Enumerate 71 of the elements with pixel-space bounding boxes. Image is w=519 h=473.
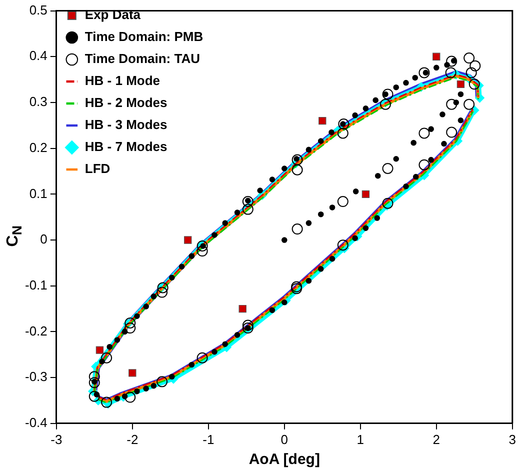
x-tick-label: -1 bbox=[202, 432, 214, 447]
point bbox=[445, 67, 456, 78]
point bbox=[466, 67, 477, 78]
point bbox=[124, 392, 136, 403]
point bbox=[292, 164, 303, 176]
x-tick-label: 2 bbox=[432, 432, 440, 447]
point bbox=[338, 118, 350, 130]
point bbox=[96, 346, 104, 354]
y-tick-label: 0 bbox=[40, 232, 48, 247]
point bbox=[418, 128, 430, 139]
legend-label: HB - 2 Modes bbox=[84, 95, 168, 110]
point bbox=[382, 198, 394, 209]
y-tick-label: 0.4 bbox=[29, 48, 48, 64]
y-tick-label: 0.5 bbox=[29, 2, 48, 18]
y-tick-label: 0.3 bbox=[29, 94, 48, 110]
point bbox=[446, 126, 458, 138]
point bbox=[88, 371, 100, 382]
point bbox=[242, 204, 254, 215]
legend-label: Time Domain: TAU bbox=[84, 51, 200, 66]
point bbox=[156, 376, 168, 388]
point bbox=[337, 128, 348, 139]
y-tick-label: -0.4 bbox=[24, 414, 48, 430]
point bbox=[468, 78, 480, 90]
point bbox=[464, 98, 475, 110]
point bbox=[318, 116, 326, 125]
legend-label: HB - 1 Mode bbox=[84, 73, 160, 88]
point bbox=[124, 322, 136, 334]
x-tick-label: -2 bbox=[126, 432, 138, 447]
legend-label: HB - 7 Modes bbox=[84, 139, 168, 154]
y-tick-label: -0.1 bbox=[24, 277, 48, 292]
legend-label: HB - 3 Modes bbox=[84, 117, 168, 132]
point bbox=[242, 196, 254, 208]
point bbox=[464, 52, 475, 64]
point bbox=[362, 190, 370, 198]
point bbox=[337, 240, 348, 251]
point bbox=[337, 196, 348, 208]
legend-label: Time Domain: PMB bbox=[84, 29, 204, 44]
x-tick-label: 0 bbox=[280, 432, 288, 447]
y-tick-label: -0.2 bbox=[24, 323, 48, 338]
point bbox=[432, 52, 440, 60]
y-tick-label: 0.1 bbox=[29, 186, 48, 201]
point bbox=[242, 322, 254, 334]
point bbox=[446, 56, 458, 67]
point bbox=[238, 304, 246, 313]
legend-label: LFD bbox=[84, 161, 110, 176]
point bbox=[196, 352, 208, 364]
point bbox=[124, 318, 136, 328]
point bbox=[456, 80, 465, 88]
point bbox=[156, 286, 168, 298]
point bbox=[128, 369, 136, 377]
point bbox=[292, 224, 303, 235]
point bbox=[446, 98, 458, 110]
x-tick-label: -3 bbox=[50, 432, 62, 447]
x-tick-label: 1 bbox=[356, 432, 364, 447]
point bbox=[101, 352, 112, 364]
x-axis-title: AoA [deg] bbox=[248, 451, 320, 468]
point bbox=[418, 67, 430, 78]
point bbox=[242, 320, 254, 331]
point bbox=[88, 390, 100, 402]
point bbox=[196, 246, 208, 257]
x-tick-label: 3 bbox=[508, 432, 516, 447]
y-tick-label: 0.2 bbox=[29, 140, 48, 155]
point bbox=[88, 377, 100, 388]
point bbox=[184, 236, 192, 244]
point bbox=[418, 159, 430, 170]
point bbox=[382, 163, 394, 174]
point bbox=[380, 98, 391, 110]
point bbox=[292, 154, 303, 166]
point bbox=[470, 60, 481, 72]
point bbox=[382, 88, 394, 100]
y-tick-label: -0.3 bbox=[24, 369, 48, 384]
